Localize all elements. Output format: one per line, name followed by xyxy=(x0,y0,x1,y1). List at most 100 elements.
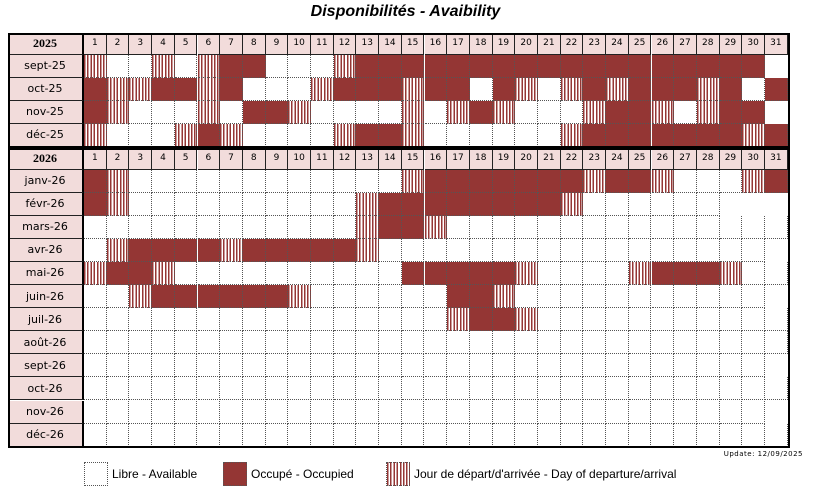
update-date: Update: 12/09/2025 xyxy=(723,450,803,458)
day-cell xyxy=(674,100,697,124)
day-header: 29 xyxy=(719,33,743,55)
month-label: mars-26 xyxy=(8,215,84,239)
day-cell xyxy=(379,354,402,378)
day-cell xyxy=(674,54,697,78)
day-cell xyxy=(606,377,629,401)
day-cell xyxy=(742,169,765,193)
day-cell xyxy=(129,77,153,101)
day-cell xyxy=(106,100,130,124)
day-header: 9 xyxy=(265,148,289,170)
day-cell xyxy=(628,400,652,424)
day-cell xyxy=(583,169,607,193)
day-cell xyxy=(492,238,516,262)
day-cell xyxy=(719,377,743,401)
day-cell xyxy=(265,169,289,193)
day-header: 15 xyxy=(401,148,425,170)
day-header: 18 xyxy=(469,148,493,170)
day-cell xyxy=(106,354,130,378)
day-cell xyxy=(742,285,765,309)
day-cell xyxy=(606,215,629,239)
day-cell xyxy=(538,423,561,447)
day-cell xyxy=(560,331,584,355)
day-cell xyxy=(356,377,380,401)
day-cell xyxy=(424,238,448,262)
day-cell xyxy=(401,169,425,193)
day-cell xyxy=(220,77,243,101)
day-cell xyxy=(765,308,788,332)
day-header: 4 xyxy=(152,33,175,55)
day-cell xyxy=(379,400,402,424)
day-cell xyxy=(560,123,584,147)
day-cell xyxy=(628,354,652,378)
day-cell xyxy=(152,331,175,355)
day-cell xyxy=(674,169,697,193)
day-cell xyxy=(628,100,652,124)
day-cell xyxy=(333,400,357,424)
day-cell xyxy=(265,377,289,401)
day-cell xyxy=(651,238,675,262)
day-cell xyxy=(696,308,720,332)
day-cell xyxy=(719,54,743,78)
day-cell xyxy=(311,261,334,285)
day-cell xyxy=(606,77,629,101)
day-cell xyxy=(197,100,221,124)
day-cell xyxy=(242,331,266,355)
day-cell xyxy=(469,100,493,124)
day-cell xyxy=(242,261,266,285)
day-cell xyxy=(651,192,675,216)
day-cell xyxy=(333,354,357,378)
day-cell xyxy=(765,261,788,285)
day-cell xyxy=(606,123,629,147)
day-cell xyxy=(242,100,266,124)
day-cell xyxy=(492,192,516,216)
day-cell xyxy=(311,331,334,355)
day-cell xyxy=(560,100,584,124)
day-cell xyxy=(84,285,107,309)
day-cell xyxy=(288,169,311,193)
day-cell xyxy=(174,423,198,447)
day-header: 11 xyxy=(311,148,334,170)
day-cell xyxy=(538,54,561,78)
day-cell xyxy=(379,423,402,447)
day-header: 22 xyxy=(560,148,584,170)
day-cell xyxy=(560,77,584,101)
day-cell xyxy=(333,54,357,78)
day-cell xyxy=(628,238,652,262)
day-cell xyxy=(515,377,538,401)
day-cell xyxy=(583,123,607,147)
day-cell xyxy=(152,123,175,147)
day-cell xyxy=(742,123,765,147)
day-cell xyxy=(197,377,221,401)
day-header: 28 xyxy=(696,33,720,55)
day-cell xyxy=(311,238,334,262)
day-cell xyxy=(606,331,629,355)
day-cell xyxy=(651,215,675,239)
day-cell xyxy=(242,377,266,401)
day-cell xyxy=(401,331,425,355)
day-cell xyxy=(379,169,402,193)
day-cell xyxy=(492,285,516,309)
day-cell xyxy=(538,77,561,101)
day-header: 15 xyxy=(401,33,425,55)
day-cell xyxy=(174,331,198,355)
day-cell xyxy=(401,54,425,78)
day-cell xyxy=(651,285,675,309)
day-cell xyxy=(401,238,425,262)
day-cell xyxy=(129,285,153,309)
day-cell xyxy=(674,77,697,101)
day-cell xyxy=(106,123,130,147)
day-cell xyxy=(197,77,221,101)
day-cell xyxy=(492,54,516,78)
day-cell xyxy=(356,192,380,216)
day-header: 16 xyxy=(424,33,448,55)
day-cell xyxy=(651,331,675,355)
day-cell xyxy=(152,354,175,378)
legend-occupied: Occupé - Occupied xyxy=(223,461,354,487)
day-cell xyxy=(356,123,380,147)
day-cell xyxy=(696,261,720,285)
day-header: 27 xyxy=(674,148,697,170)
day-cell xyxy=(242,77,266,101)
day-header: 14 xyxy=(379,33,402,55)
day-cell xyxy=(84,354,107,378)
month-label: juil-26 xyxy=(8,308,84,332)
